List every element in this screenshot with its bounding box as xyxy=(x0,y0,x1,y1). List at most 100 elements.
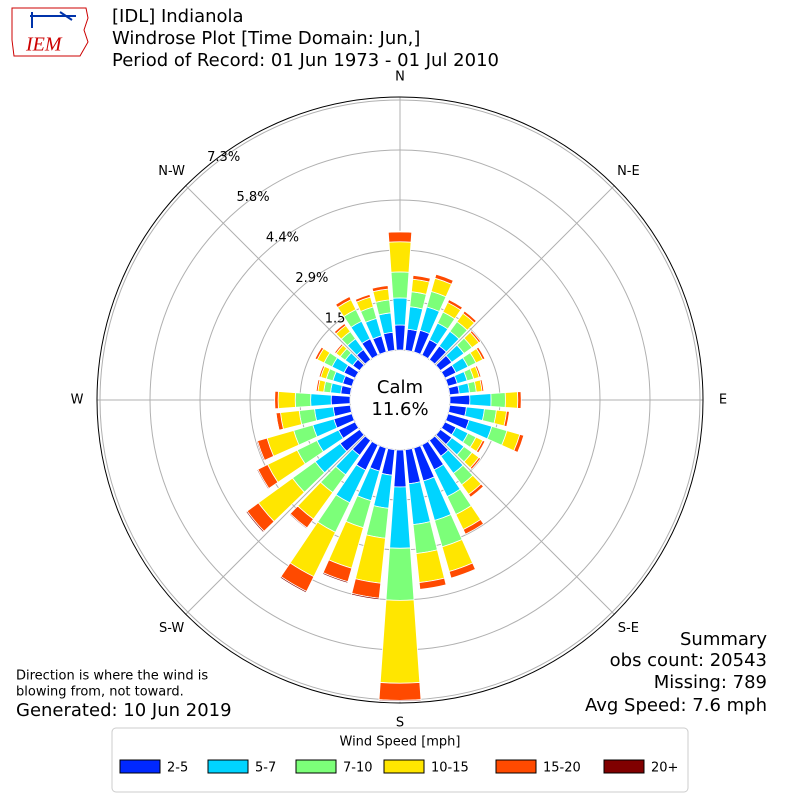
wind-bar xyxy=(448,562,476,579)
direction-label: S xyxy=(396,716,404,731)
wind-bar xyxy=(464,406,485,422)
wind-bar xyxy=(280,410,303,430)
note: Direction is where the wind is xyxy=(16,669,208,684)
wind-bar xyxy=(479,379,485,392)
direction-label: W xyxy=(71,393,84,408)
wind-bar xyxy=(393,449,407,488)
wind-bar xyxy=(256,468,270,490)
wind-bar xyxy=(334,343,344,355)
legend-swatch xyxy=(295,759,337,774)
ring-label: 2.9% xyxy=(295,271,328,286)
wind-bar xyxy=(288,513,308,530)
wind-bar xyxy=(330,382,343,395)
title: Windrose Plot [Time Domain: Jun,] xyxy=(112,28,420,49)
wind-bar xyxy=(407,306,424,332)
summary: obs count: 20543 xyxy=(610,650,767,671)
wind-bar xyxy=(469,456,482,470)
generated: Generated: 10 Jun 2019 xyxy=(16,700,232,721)
wind-bar xyxy=(371,285,389,293)
wind-bar xyxy=(504,391,519,409)
wind-bar xyxy=(474,365,482,378)
wind-bar xyxy=(354,534,386,584)
direction-label: N-E xyxy=(617,164,640,179)
wind-bar xyxy=(310,393,332,407)
wind-bar xyxy=(350,592,380,601)
wind-bar xyxy=(388,241,412,273)
wind-bar xyxy=(409,291,427,310)
wind-bar xyxy=(385,547,415,601)
legend-swatch xyxy=(119,759,161,774)
wind-bar xyxy=(475,346,486,361)
direction-label: E xyxy=(719,393,727,408)
note: blowing from, not toward. xyxy=(16,685,184,700)
direction-label: S-W xyxy=(159,621,184,636)
wind-bar xyxy=(392,297,408,326)
legend-swatch xyxy=(603,759,645,774)
legend-title: Wind Speed [mph] xyxy=(340,735,461,750)
legend-label: 5-7 xyxy=(255,761,276,776)
legend: 2-5 5-7 7-10 10-15 15-20 20+ xyxy=(119,759,678,776)
wind-bar xyxy=(503,410,510,428)
wind-bar xyxy=(378,682,422,701)
wind-bar xyxy=(387,231,413,243)
grid-line xyxy=(185,185,365,365)
wind-bar xyxy=(298,408,318,426)
wind-bar xyxy=(468,483,485,498)
wind-bar xyxy=(330,394,351,406)
grid-line xyxy=(185,435,365,615)
wind-bar xyxy=(333,322,347,335)
wind-bar xyxy=(335,296,352,308)
wind-bar xyxy=(469,393,492,407)
wind-bar xyxy=(315,379,321,392)
wind-bar xyxy=(447,299,463,311)
legend-label: 7-10 xyxy=(343,761,373,776)
wind-bar xyxy=(513,433,525,453)
logo-icon xyxy=(30,11,76,28)
wind-bar xyxy=(314,346,325,361)
wind-bar xyxy=(379,599,421,684)
wind-bar xyxy=(394,324,406,351)
legend-swatch xyxy=(207,759,249,774)
plot: NN-EES-ESS-WWN-W1.5%2.9%4.4%5.8%7.3% xyxy=(71,70,728,731)
direction-label: N-W xyxy=(158,164,185,179)
wind-bar xyxy=(462,310,477,324)
legend-label: 10-15 xyxy=(431,761,469,776)
wind-bar xyxy=(415,549,445,583)
ring-label: 7.3% xyxy=(207,150,240,165)
wind-bar xyxy=(490,392,506,408)
wind-bar xyxy=(418,577,447,590)
wind-bar xyxy=(277,391,296,409)
wind-bar xyxy=(255,440,266,462)
wind-bar xyxy=(274,390,279,410)
wind-bar xyxy=(434,273,454,285)
wind-bar xyxy=(365,505,390,539)
legend-swatch xyxy=(383,759,425,774)
legend-swatch xyxy=(495,759,537,774)
grid-line xyxy=(435,185,615,365)
wind-bar xyxy=(322,572,349,584)
wind-bar xyxy=(449,394,471,406)
wind-bar xyxy=(412,521,438,555)
ring-label: 4.4% xyxy=(266,231,299,246)
wind-bar xyxy=(340,385,352,396)
wind-bar xyxy=(517,391,522,409)
wind-bar xyxy=(390,271,410,299)
wind-bar xyxy=(378,312,394,335)
wind-bar xyxy=(378,699,422,702)
wind-bar xyxy=(318,365,326,378)
summary: Missing: 789 xyxy=(654,672,767,693)
logo-outline xyxy=(11,7,89,57)
summary: Summary xyxy=(680,629,767,650)
title: [IDL] Indianola xyxy=(112,6,244,27)
calm-value: 11.6% xyxy=(371,399,428,420)
summary: Avg Speed: 7.6 mph xyxy=(585,695,767,716)
wind-bar xyxy=(462,518,485,535)
wind-bar xyxy=(354,293,371,303)
ring-label: 5.8% xyxy=(237,190,270,205)
wind-bar xyxy=(389,486,411,549)
wind-bar xyxy=(457,382,470,395)
logo: IEM xyxy=(11,7,89,57)
wind-bar xyxy=(475,439,486,454)
legend-label: 20+ xyxy=(651,761,678,776)
